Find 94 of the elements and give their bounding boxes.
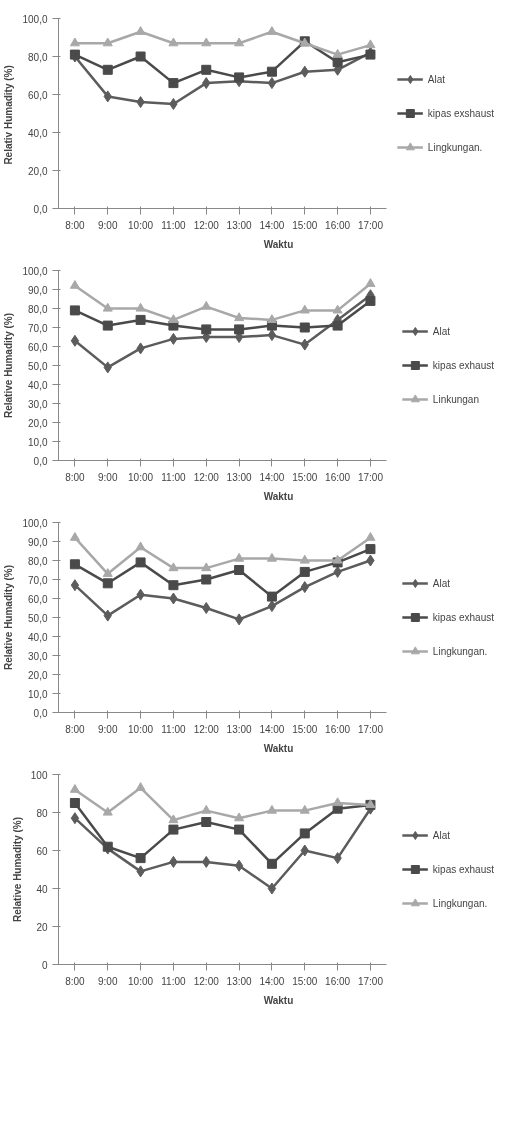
legend-label: Lingkungan.	[432, 897, 489, 909]
y-tick-label: 0,0	[33, 203, 48, 215]
x-tick-label: 12:00	[193, 219, 220, 231]
x-tick-label: 15:00	[292, 975, 318, 987]
x-tick-label: 16:00	[325, 975, 351, 987]
y-tick-label: 80,0	[28, 51, 48, 63]
x-axis-title: Waktu	[263, 490, 294, 502]
x-tick-label: 12:00	[193, 723, 220, 735]
legend-label: Alat	[427, 73, 447, 85]
x-tick-label: 17:00	[357, 723, 384, 735]
x-tick-label: 14:00	[259, 975, 285, 987]
x-tick-label: 12:00	[193, 975, 220, 987]
x-tick-label: 17:00	[357, 471, 384, 483]
x-tick-label: 8:00	[65, 471, 86, 483]
y-tick-label: 0,0	[33, 455, 48, 467]
y-tick-label: 40,0	[28, 631, 48, 643]
x-tick-label: 10:00	[128, 975, 154, 987]
x-tick-label: 10:00	[128, 723, 154, 735]
y-tick-label: 60,0	[28, 89, 48, 101]
y-tick-label: 30,0	[28, 650, 48, 662]
y-tick-label: 0	[41, 959, 48, 971]
x-tick-label: 11:00	[161, 723, 186, 735]
y-axis-title: Relative Humadity (%)	[3, 564, 15, 671]
y-tick-label: 30,0	[28, 398, 48, 410]
legend-label: Alat	[432, 829, 452, 841]
x-axis-title: Waktu	[263, 742, 294, 754]
y-tick-label: 10,0	[28, 688, 48, 700]
x-tick-label: 9:00	[98, 219, 118, 231]
y-tick-label: 100	[30, 769, 48, 781]
x-tick-label: 13:00	[226, 219, 253, 231]
x-tick-label: 11:00	[161, 471, 186, 483]
y-tick-label: 80,0	[28, 555, 48, 567]
x-tick-label: 15:00	[292, 471, 318, 483]
legend-label: kipas exhaust	[432, 611, 494, 623]
y-axis-title: Relativ Humadity (%)	[3, 65, 15, 165]
y-axis-title: Relative Humadity (%)	[3, 312, 15, 419]
x-tick-label: 11:00	[161, 219, 186, 231]
y-tick-label: 20,0	[28, 417, 48, 429]
x-tick-label: 10:00	[128, 219, 154, 231]
x-tick-label: 16:00	[325, 471, 351, 483]
x-tick-label: 17:00	[357, 975, 384, 987]
y-tick-label: 60,0	[28, 341, 48, 353]
legend-label: Alat	[432, 325, 452, 337]
legend-label: Lingkungan.	[432, 645, 489, 657]
x-tick-label: 8:00	[65, 723, 86, 735]
x-tick-label: 13:00	[226, 471, 253, 483]
y-tick-label: 70,0	[28, 574, 48, 586]
x-tick-label: 8:00	[65, 219, 86, 231]
x-tick-label: 9:00	[98, 975, 118, 987]
y-tick-label: 100,0	[22, 265, 48, 277]
legend-label: kipas exshaust	[427, 107, 494, 119]
y-tick-label: 90,0	[28, 536, 48, 548]
y-tick-label: 60,0	[28, 593, 48, 605]
y-tick-label: 100,0	[22, 13, 48, 25]
y-tick-label: 70,0	[28, 322, 48, 334]
y-tick-label: 40	[36, 883, 48, 895]
y-tick-label: 80	[36, 807, 48, 819]
x-tick-label: 8:00	[65, 975, 86, 987]
y-tick-label: 100,0	[22, 517, 48, 529]
y-tick-label: 50,0	[28, 612, 48, 624]
x-tick-label: 16:00	[325, 219, 351, 231]
x-tick-label: 15:00	[292, 219, 318, 231]
x-tick-label: 15:00	[292, 723, 318, 735]
x-tick-label: 14:00	[259, 723, 285, 735]
x-tick-label: 14:00	[259, 471, 285, 483]
x-tick-label: 9:00	[98, 471, 118, 483]
legend-label: Alat	[432, 577, 452, 589]
x-tick-label: 10:00	[128, 471, 154, 483]
legend-label: Linkungan	[432, 393, 480, 405]
y-tick-label: 10,0	[28, 436, 48, 448]
x-tick-label: 13:00	[226, 975, 253, 987]
x-tick-label: 9:00	[98, 723, 118, 735]
x-tick-label: 14:00	[259, 219, 285, 231]
y-tick-label: 20	[36, 921, 48, 933]
x-tick-label: 17:00	[357, 219, 384, 231]
y-axis-title: Relative Humadity (%)	[11, 816, 23, 923]
y-tick-label: 40,0	[28, 127, 48, 139]
y-tick-label: 90,0	[28, 284, 48, 296]
legend-label: kipas exhaust	[432, 863, 494, 875]
x-tick-label: 13:00	[226, 723, 253, 735]
x-tick-label: 11:00	[161, 975, 186, 987]
y-tick-label: 40,0	[28, 379, 48, 391]
y-tick-label: 20,0	[28, 669, 48, 681]
y-tick-label: 80,0	[28, 303, 48, 315]
x-tick-label: 12:00	[193, 471, 220, 483]
y-tick-label: 60	[36, 845, 48, 857]
y-tick-label: 50,0	[28, 360, 48, 372]
legend-label: kipas exhaust	[432, 359, 494, 371]
legend-label: Lingkungan.	[427, 141, 484, 153]
x-axis-title: Waktu	[263, 994, 294, 1006]
y-tick-label: 0,0	[33, 707, 48, 719]
y-tick-label: 20,0	[28, 165, 48, 177]
x-axis-title: Waktu	[263, 238, 294, 250]
x-tick-label: 16:00	[325, 723, 351, 735]
